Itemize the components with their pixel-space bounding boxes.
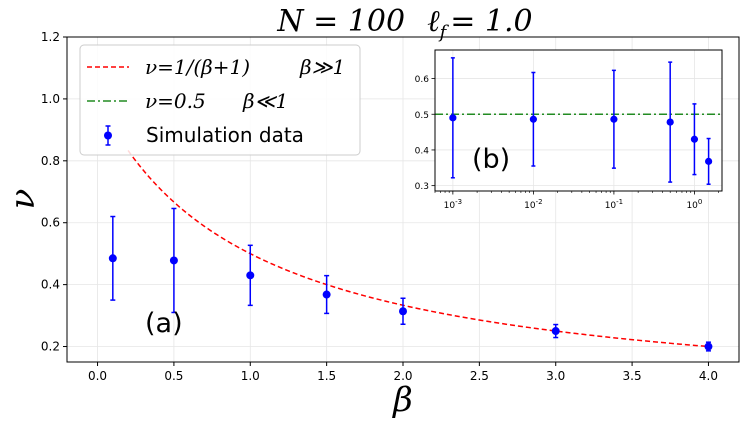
inset-x-tick-label: 10-2 (524, 198, 542, 211)
chart-title: N = 100 ℓf = 1.0 (276, 4, 532, 43)
main-y-tick-label: 0.6 (41, 216, 60, 230)
main-data-point (246, 271, 255, 280)
main-fit-curve (127, 150, 709, 348)
main-curves (127, 150, 709, 348)
main-y-tick-label: 0.2 (41, 340, 60, 354)
legend-sim-swatch (104, 125, 112, 146)
inset-data-point (449, 114, 457, 122)
main-x-tick-label: 0.5 (164, 369, 183, 383)
inset-y-tick-label: 0.3 (415, 182, 429, 192)
inset-y-tick-label: 0.6 (415, 75, 430, 85)
x-axis-label: β (391, 380, 413, 420)
legend-box (79, 44, 361, 156)
panel-label-a: (a) (145, 308, 183, 339)
inset-data-point (610, 115, 618, 123)
legend-half-line-condition: β≪1 (242, 89, 288, 113)
inset-background (435, 50, 722, 191)
main-y-tick-label: 0.4 (41, 278, 60, 292)
legend: ν=1/(β+1) β≫1 ν=0.5 β≪1 Simulation data (79, 44, 361, 156)
y-axis-label: ν (3, 189, 43, 210)
inset-points (449, 57, 713, 185)
main-y-tick-label: 0.8 (41, 154, 60, 168)
main-data-point (551, 327, 560, 336)
main-data-point (169, 256, 178, 265)
main-data-point (399, 307, 407, 316)
inset-y-tick-label: 0.5 (415, 111, 429, 121)
legend-fit-line-condition: β≫1 (299, 55, 345, 79)
inset-x-tick-label: 100 (686, 198, 702, 211)
main-y-tick-label: 1.0 (41, 92, 60, 106)
main-data-point (704, 342, 713, 351)
main-x-tick-label: 1.5 (317, 369, 336, 383)
main-x-tick-label: 0.0 (88, 369, 107, 383)
legend-half-line-formula: ν=0.5 (145, 89, 206, 113)
main-x-tick-label: 4.0 (699, 369, 718, 383)
legend-sim-label: Simulation data (146, 123, 304, 147)
main-y-tick-label: 1.2 (41, 30, 60, 44)
inset-data-point (529, 115, 537, 123)
inset-x-tick-label: 10-1 (605, 198, 623, 211)
inset-y-tick-label: 0.4 (415, 146, 430, 156)
main-x-tick-label: 2.0 (393, 369, 412, 383)
main-ticks: 0.0 0.5 1.0 1.5 2.0 2.5 3.0 3.5 4.0 0.2 0.4 0.6 0.8 1… (41, 30, 718, 383)
main-data-point (108, 254, 117, 263)
inset-x-tick-label: 10-3 (444, 198, 462, 211)
main-x-tick-label: 3.0 (546, 369, 565, 383)
main-data-point (322, 290, 331, 299)
main-x-tick-label: 1.0 (241, 369, 260, 383)
legend-fit-line-label: ν=1/(β+1) β≫1 (145, 55, 345, 79)
legend-half-line-label: ν=0.5 β≪1 (145, 89, 288, 113)
panel-label-b: (b) (472, 144, 510, 175)
main-x-tick-label: 3.5 (623, 369, 642, 383)
main-x-tick-label: 2.5 (470, 369, 489, 383)
inset-data-point (690, 135, 699, 143)
legend-fit-line-formula: ν=1/(β+1) (145, 55, 250, 79)
main-points (108, 207, 713, 352)
inset-data-point (666, 118, 674, 126)
inset-ticks: 10-3 10-2 10-1 100 0.3 0.4 0.5 0.6 (415, 75, 719, 211)
inset-data-point (705, 157, 713, 165)
inset-axes-frame (434, 49, 723, 192)
